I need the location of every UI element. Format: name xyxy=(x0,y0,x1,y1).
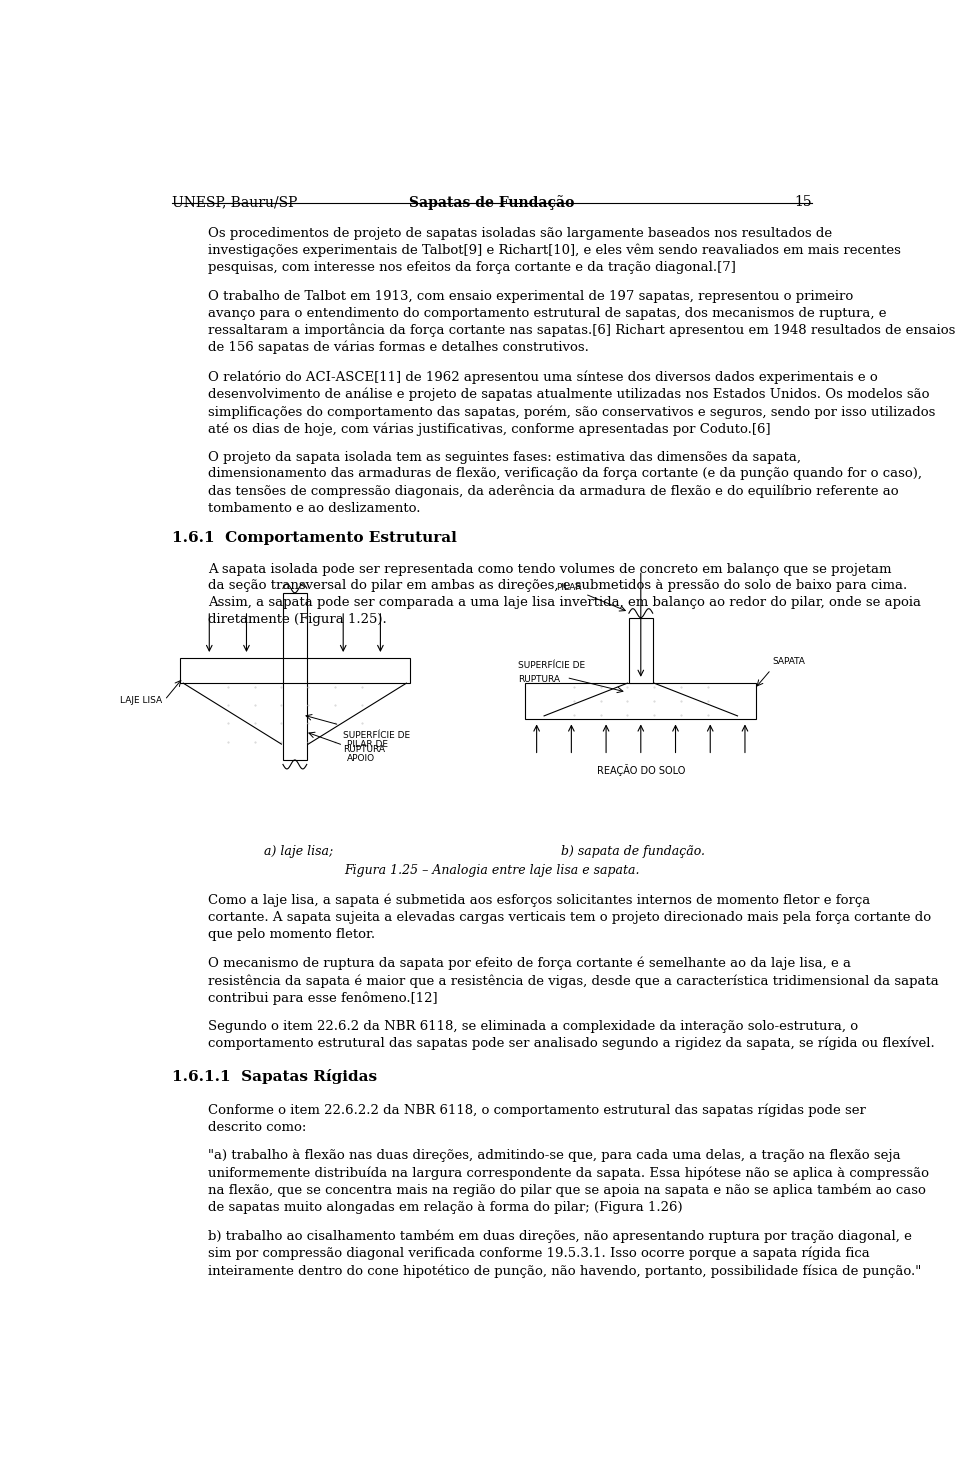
Text: O relatório do ACI-ASCE[11] de 1962 apresentou uma síntese dos diversos dados ex: O relatório do ACI-ASCE[11] de 1962 apre… xyxy=(207,371,935,437)
Text: 1.6.1.1  Sapatas Rígidas: 1.6.1.1 Sapatas Rígidas xyxy=(172,1069,377,1083)
Text: SUPERFÍCIE DE: SUPERFÍCIE DE xyxy=(344,730,410,739)
Text: PILAR: PILAR xyxy=(556,582,581,592)
Text: A sapata isolada pode ser representada como tendo volumes de concreto em balanço: A sapata isolada pode ser representada c… xyxy=(207,563,921,626)
Text: RUPTURA: RUPTURA xyxy=(518,676,560,685)
Text: "a) trabalho à flexão nas duas direções, admitindo-se que, para cada uma delas, : "a) trabalho à flexão nas duas direções,… xyxy=(207,1149,928,1214)
Text: 1.6.1  Comportamento Estrutural: 1.6.1 Comportamento Estrutural xyxy=(172,531,457,545)
Text: PILAR DE: PILAR DE xyxy=(347,739,388,749)
Text: b) trabalho ao cisalhamento também em duas direções, não apresentando ruptura po: b) trabalho ao cisalhamento também em du… xyxy=(207,1230,921,1278)
Text: APOIO: APOIO xyxy=(347,755,375,764)
Text: Sapatas de Fundação: Sapatas de Fundação xyxy=(409,195,575,210)
Text: REAÇÃO DO SOLO: REAÇÃO DO SOLO xyxy=(596,764,685,777)
Text: SUPERFÍCIE DE: SUPERFÍCIE DE xyxy=(518,661,586,670)
Text: Figura 1.25 – Analogia entre laje lisa e sapata.: Figura 1.25 – Analogia entre laje lisa e… xyxy=(345,863,639,877)
Polygon shape xyxy=(283,592,307,658)
Text: UNESP, Bauru/SP: UNESP, Bauru/SP xyxy=(172,195,298,210)
Text: 15: 15 xyxy=(794,195,812,210)
Text: Conforme o item 22.6.2.2 da NBR 6118, o comportamento estrutural das sapatas ríg: Conforme o item 22.6.2.2 da NBR 6118, o … xyxy=(207,1104,866,1133)
Polygon shape xyxy=(629,617,653,683)
Text: RUPTURA: RUPTURA xyxy=(344,745,385,755)
Polygon shape xyxy=(180,658,283,683)
Polygon shape xyxy=(283,683,307,759)
Text: O projeto da sapata isolada tem as seguintes fases: estimativa das dimensões da : O projeto da sapata isolada tem as segui… xyxy=(207,450,922,515)
Text: Segundo o item 22.6.2 da NBR 6118, se eliminada a complexidade da interação solo: Segundo o item 22.6.2 da NBR 6118, se el… xyxy=(207,1019,934,1050)
Text: O trabalho de Talbot em 1913, com ensaio experimental de 197 sapatas, represento: O trabalho de Talbot em 1913, com ensaio… xyxy=(207,290,955,355)
Text: Os procedimentos de projeto de sapatas isoladas são largamente baseados nos resu: Os procedimentos de projeto de sapatas i… xyxy=(207,227,900,274)
Polygon shape xyxy=(525,683,756,720)
Text: O mecanismo de ruptura da sapata por efeito de força cortante é semelhante ao da: O mecanismo de ruptura da sapata por efe… xyxy=(207,956,939,1006)
Text: LAJE LISA: LAJE LISA xyxy=(120,695,162,705)
Text: Como a laje lisa, a sapata é submetida aos esforços solicitantes internos de mom: Como a laje lisa, a sapata é submetida a… xyxy=(207,894,931,941)
Text: a) laje lisa;: a) laje lisa; xyxy=(264,844,333,858)
Text: SAPATA: SAPATA xyxy=(773,657,805,666)
Polygon shape xyxy=(307,658,410,683)
Text: b) sapata de fundação.: b) sapata de fundação. xyxy=(562,844,706,858)
